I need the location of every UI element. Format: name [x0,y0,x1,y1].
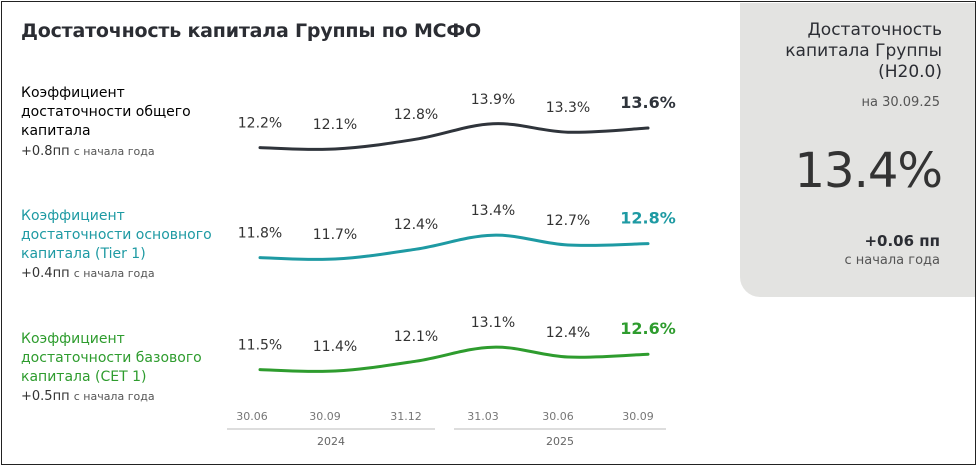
series-line-0 [258,122,650,151]
x-tick-label: 30.09 [309,410,341,423]
panel-date: на 30.09.25 [861,95,941,110]
data-label: 11.8% [238,226,282,242]
data-label: 13.4% [471,203,515,219]
delta-value: +0.8пп [21,144,70,159]
row-total-label-line: Коэффициент [21,85,125,101]
data-label: 12.4% [546,325,590,341]
panel-title-line: (Н20.0) [878,62,942,82]
panel-delta: +0.06 пп [864,232,940,250]
data-label: 12.1% [313,117,357,133]
x-tick-label: 31.12 [390,410,422,423]
delta-note: с начала года [73,267,155,280]
row-tier1-label-line: достаточности основного [21,227,212,243]
row-total-label: Коэффициент достаточности общего капитал… [21,84,191,141]
row-tier1-delta: +0.4пп с начала года [21,266,155,281]
row-cet1-delta: +0.5пп с начала года [21,389,155,404]
row-total-label-line: капитала [21,123,91,139]
data-label: 12.8% [394,107,438,123]
data-label: 12.7% [546,213,590,229]
data-label: 13.3% [546,100,590,116]
data-label: 13.1% [471,315,515,331]
series-line-2 [258,345,650,373]
data-label: 12.8% [620,209,676,228]
x-tick-label: 30.06 [542,410,574,423]
delta-value: +0.4пп [21,266,70,281]
data-label: 12.6% [620,319,676,338]
panel-title-line: Достаточность [807,20,942,40]
row-tier1-label: Коэффициент достаточности основного капи… [21,207,212,264]
data-label: 12.2% [238,116,282,132]
row-tier1-label-line: капитала (Tier 1) [21,246,146,262]
data-label: 12.1% [394,329,438,345]
data-label: 11.5% [238,338,282,354]
row-cet1-label-line: достаточности базового [21,350,202,366]
data-label: 13.9% [471,92,515,108]
panel-value: 13.4% [794,143,943,199]
page-title: Достаточность капитала Группы по МСФО [21,20,481,42]
data-label: 11.7% [313,227,357,243]
x-tick-label: 31.03 [467,410,499,423]
panel-delta-note: с начала года [844,253,940,268]
delta-note: с начала года [73,390,155,403]
row-total-delta: +0.8пп с начала года [21,144,155,159]
delta-note: с начала года [73,145,155,158]
data-label: 13.6% [620,93,676,112]
x-tick-label: 30.06 [236,410,268,423]
panel-title: Достаточность капитала Группы (Н20.0) [732,20,942,83]
delta-value: +0.5пп [21,389,70,404]
year-group-label: 2024 [317,435,345,448]
row-cet1-label-line: капитала (CET 1) [21,369,147,385]
year-group-label: 2025 [546,435,574,448]
row-cet1-label-line: Коэффициент [21,331,125,347]
x-tick-label: 30.09 [622,410,654,423]
row-cet1-label: Коэффициент достаточности базового капит… [21,330,202,387]
series-line-1 [258,233,650,261]
data-label: 11.4% [313,339,357,355]
data-label: 12.4% [394,217,438,233]
row-total-label-line: достаточности общего [21,104,191,120]
summary-panel: Достаточность капитала Группы (Н20.0) на… [740,3,975,297]
panel-title-line: капитала Группы [785,41,942,61]
row-tier1-label-line: Коэффициент [21,208,125,224]
